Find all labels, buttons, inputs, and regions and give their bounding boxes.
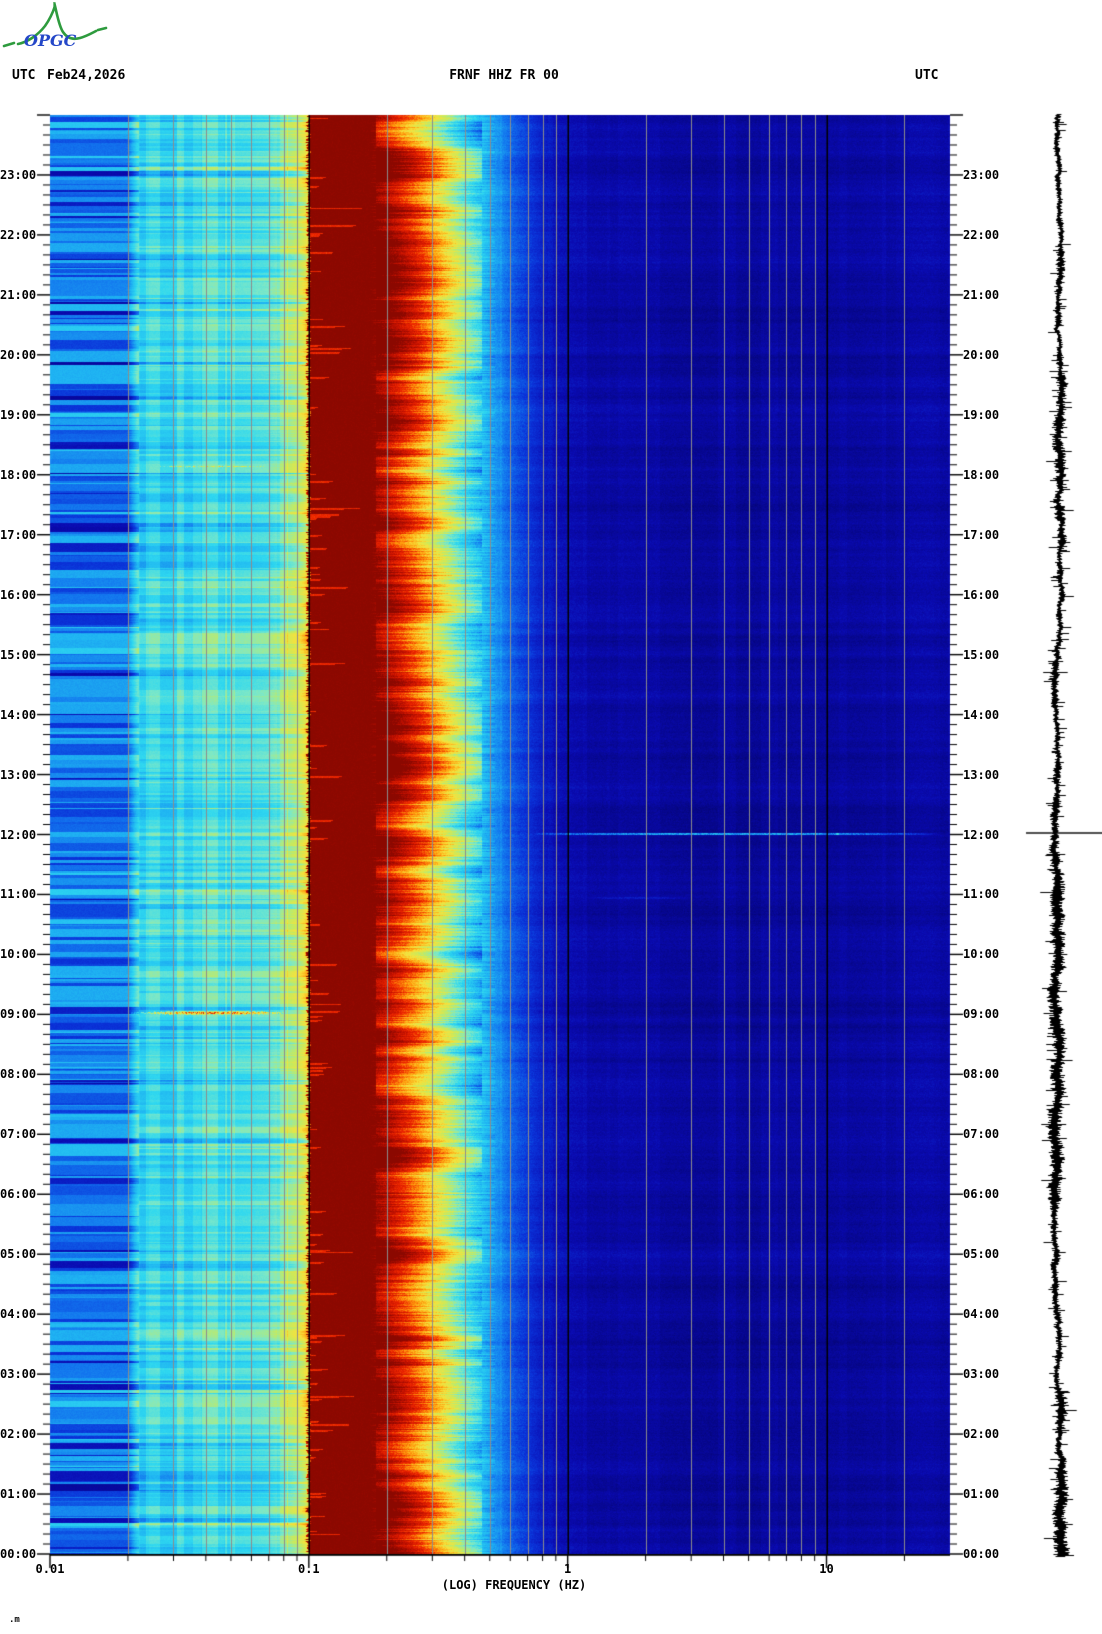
hour-label-left: 04:00 [0,1307,37,1322]
hour-label-left: 15:00 [0,647,37,662]
hour-label-right: 15:00 [963,647,1000,662]
hour-label-right: 06:00 [963,1187,1000,1202]
hour-label-right: 16:00 [963,587,1000,602]
hour-label-right: 08:00 [963,1067,1000,1082]
hour-label-right: 10:00 [963,947,1000,962]
hour-label-left: 06:00 [0,1187,37,1202]
hour-label-left: 21:00 [0,287,37,302]
hour-label-right: 19:00 [963,407,1000,422]
hour-label-left: 01:00 [0,1487,37,1502]
hour-label-left: 10:00 [0,947,37,962]
hour-label-right: 11:00 [963,887,1000,902]
hour-label-right: 22:00 [963,227,1000,242]
hour-label-left: 08:00 [0,1067,37,1082]
hour-label-left: 17:00 [0,527,37,542]
hour-label-left: 07:00 [0,1127,37,1142]
hour-label-right: 04:00 [963,1307,1000,1322]
hour-label-left: 11:00 [0,887,37,902]
hour-label-right: 02:00 [963,1427,1000,1442]
hour-label-right: 12:00 [963,827,1000,842]
hour-label-right: 14:00 [963,707,1000,722]
hour-label-right: 17:00 [963,527,1000,542]
hour-label-left: 20:00 [0,347,37,362]
hour-label-left: 14:00 [0,707,37,722]
hour-label-right: 09:00 [963,1007,1000,1022]
hour-label-right: 01:00 [963,1487,1000,1502]
hour-label-left: 18:00 [0,467,37,482]
hour-label-right: 13:00 [963,767,1000,782]
hour-label-left: 19:00 [0,407,37,422]
hour-label-left: 03:00 [0,1367,37,1382]
hour-label-left: 12:00 [0,827,37,842]
hour-label-right: 23:00 [963,167,1000,182]
freq-tick-label: 10 [819,1562,834,1576]
freq-tick-label: 0.01 [35,1562,65,1576]
freq-tick-label: 0.1 [297,1562,320,1576]
hour-label-right: 18:00 [963,467,1000,482]
hour-label-right: 00:00 [963,1547,1000,1561]
hour-label-right: 05:00 [963,1247,1000,1262]
hour-label-left: 16:00 [0,587,37,602]
hour-label-left: 09:00 [0,1007,37,1022]
hour-label-left: 00:00 [0,1547,37,1561]
hour-label-right: 20:00 [963,347,1000,362]
freq-tick-label: 1 [564,1562,572,1576]
hour-label-right: 07:00 [963,1127,1000,1142]
hour-label-left: 02:00 [0,1427,37,1442]
hour-label-left: 05:00 [0,1247,37,1262]
hour-label-right: 03:00 [963,1367,1000,1382]
corner-mark: .m [9,1615,20,1625]
hour-label-right: 21:00 [963,287,1000,302]
x-axis-title: (LOG) FREQUENCY (HZ) [441,1578,587,1592]
hour-label-left: 22:00 [0,227,37,242]
hour-label-left: 13:00 [0,767,37,782]
hour-label-left: 23:00 [0,167,37,182]
